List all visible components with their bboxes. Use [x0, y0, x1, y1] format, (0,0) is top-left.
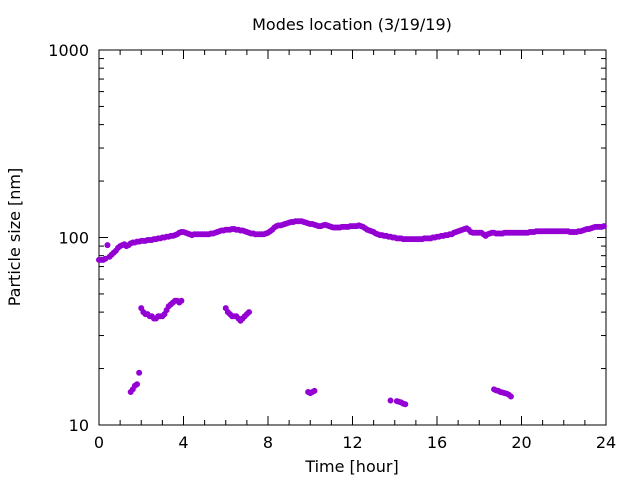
data-point	[134, 381, 141, 388]
data-point	[402, 401, 409, 408]
x-tick-label: 0	[94, 433, 104, 452]
data-point	[311, 387, 318, 394]
x-tick-label: 8	[263, 433, 273, 452]
data-points	[96, 218, 607, 408]
data-point	[245, 309, 252, 316]
y-tick-label: 100	[58, 229, 89, 248]
y-axis-label: Particle size [nm]	[5, 168, 24, 307]
x-tick-label: 24	[596, 433, 616, 452]
x-tick-label: 12	[342, 433, 362, 452]
x-tick-label: 20	[511, 433, 531, 452]
y-axis: 10 100 1000	[48, 41, 606, 435]
data-point	[387, 397, 394, 404]
y-tick-label: 1000	[48, 41, 89, 60]
data-point	[136, 369, 143, 376]
chart-title: Modes location (3/19/19)	[252, 15, 452, 34]
x-tick-label: 16	[427, 433, 447, 452]
data-point	[178, 297, 185, 304]
x-tick-label: 4	[178, 433, 188, 452]
x-axis-label: Time [hour]	[304, 457, 398, 476]
data-point	[104, 242, 111, 249]
x-axis: 0 4 8 12 16 20 24	[94, 50, 616, 452]
y-tick-label: 10	[69, 416, 89, 435]
data-point	[507, 393, 514, 400]
data-point	[600, 223, 607, 230]
